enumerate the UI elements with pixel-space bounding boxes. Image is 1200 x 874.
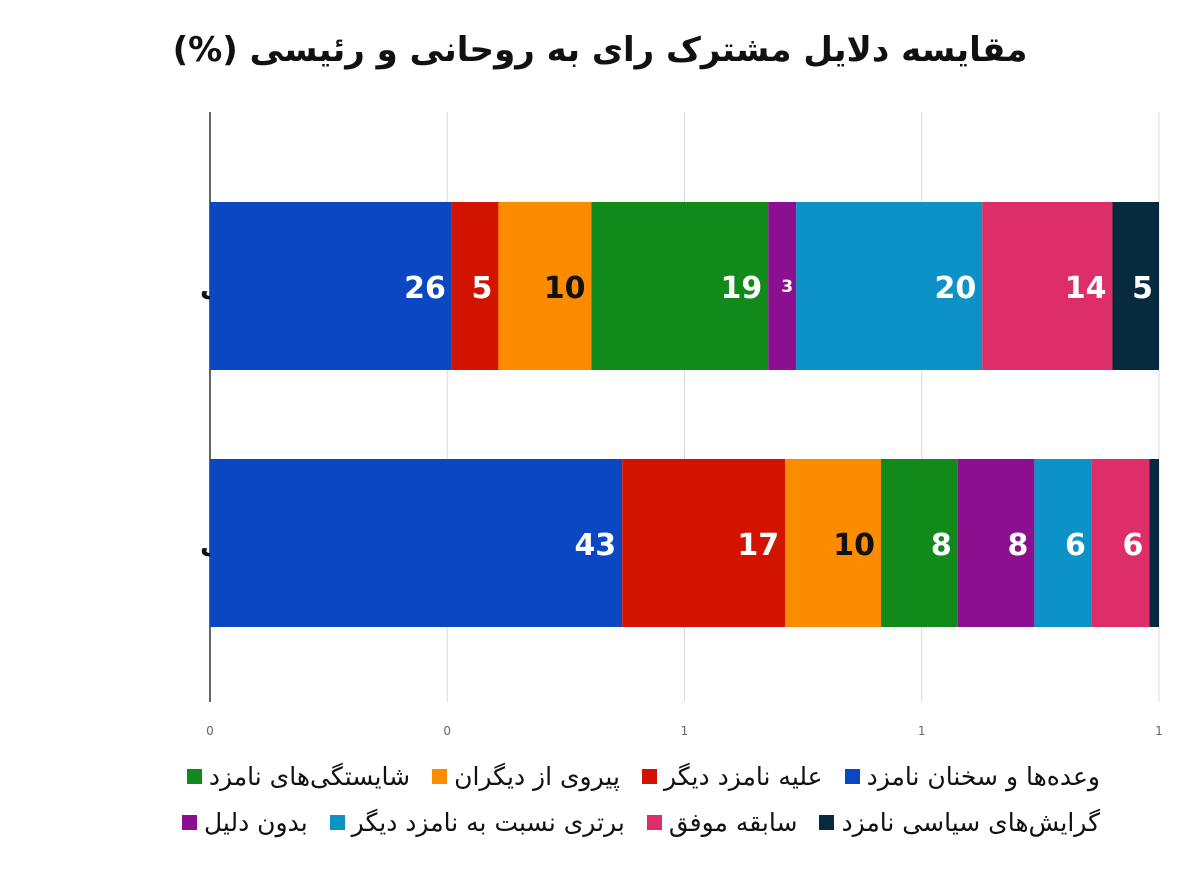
legend-label: پیروی از دیگران — [454, 762, 620, 791]
data-label: 10 — [544, 271, 586, 306]
data-label: 8 — [1008, 528, 1029, 563]
x-tick-label: 1 — [681, 724, 689, 738]
legend-label: گرایش‌های سیاسی نامزد — [841, 808, 1100, 837]
bar-segment — [785, 459, 882, 627]
legend-label: وعده‌ها و سخنان نامزد — [866, 762, 1100, 791]
bar-segment — [622, 459, 786, 627]
legend-row-2: گرایش‌های سیاسی نامزد سابقه موفق برتری نسب… — [40, 808, 1100, 837]
data-label: 17 — [737, 528, 779, 563]
legend-row-1: وعده‌ها و سخنان نامزد علیه نامزد دیگر پیرو… — [40, 762, 1100, 791]
legend-item: گرایش‌های سیاسی نامزد — [819, 808, 1100, 837]
bar-segment — [451, 202, 499, 370]
bar-segment — [1149, 459, 1159, 627]
legend-item: علیه نامزد دیگر — [641, 762, 823, 791]
bar-segment — [210, 459, 623, 627]
bar-segment — [1112, 202, 1159, 370]
x-tick-label: 0 — [206, 724, 214, 738]
data-label: 26 — [404, 271, 446, 306]
bar-segment — [881, 459, 958, 627]
legend-swatch — [641, 769, 657, 784]
data-label: 8 — [931, 528, 952, 563]
data-label: 3 — [781, 277, 793, 297]
legend-label: بدون دلیل — [203, 808, 308, 837]
legend-swatch — [646, 815, 662, 830]
legend-item: برتری نسبت به نامزد دیگر — [329, 808, 625, 837]
chart-title: مقایسه دلایل مشترک رای به روحانی و رئیسی… — [172, 30, 1028, 70]
data-label: 20 — [934, 271, 976, 306]
legend-swatch — [819, 815, 835, 830]
data-label: 19 — [720, 271, 762, 306]
x-tick-label: 0 — [443, 724, 451, 738]
legend-item: پیروی از دیگران — [432, 762, 620, 791]
bar-segment — [957, 459, 1035, 627]
bar-segment — [768, 202, 797, 370]
bar-segment — [1034, 459, 1092, 627]
bar-segment — [498, 202, 592, 370]
legend-item: شایستگی‌های نامزد — [186, 762, 411, 791]
data-label: 5 — [1132, 271, 1153, 306]
legend-swatch — [329, 815, 345, 830]
bar-segment — [982, 202, 1113, 370]
legend-swatch — [186, 769, 202, 784]
x-tick-label: 1 — [918, 724, 926, 738]
data-label: 6 — [1065, 528, 1086, 563]
legend-label: برتری نسبت به نامزد دیگر — [351, 808, 625, 837]
x-tick-label: 1 — [1155, 724, 1163, 738]
data-label: 6 — [1123, 528, 1144, 563]
bar-segment — [1091, 459, 1150, 627]
legend-item: بدون دلیل — [181, 808, 308, 837]
legend-swatch — [844, 769, 860, 784]
data-label: 10 — [833, 528, 875, 563]
legend-label: سابقه موفق — [668, 808, 798, 837]
legend-label: علیه نامزد دیگر — [663, 762, 823, 791]
data-label: 14 — [1065, 271, 1107, 306]
legend-label: شایستگی‌های نامزد — [208, 762, 411, 791]
legend-item: وعده‌ها و سخنان نامزد — [844, 762, 1100, 791]
legend-item: سابقه موفق — [646, 808, 798, 837]
bar-segment — [210, 202, 452, 370]
bar-segment — [796, 202, 983, 370]
legend-swatch — [432, 769, 448, 784]
bar-segment — [591, 202, 769, 370]
legend-swatch — [181, 815, 197, 830]
data-label: 5 — [472, 271, 493, 306]
data-label: 43 — [574, 528, 616, 563]
